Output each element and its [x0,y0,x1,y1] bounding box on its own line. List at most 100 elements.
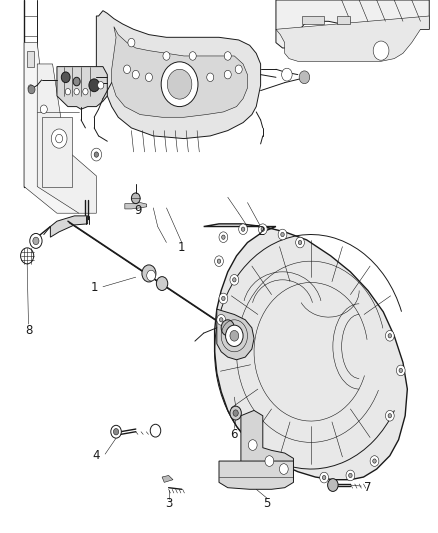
Circle shape [399,368,403,373]
Polygon shape [96,11,261,139]
Polygon shape [24,43,79,213]
Circle shape [239,224,247,235]
Polygon shape [217,309,254,360]
Circle shape [156,277,168,290]
Polygon shape [50,216,88,237]
Circle shape [111,425,121,438]
Circle shape [219,293,228,304]
Polygon shape [112,27,247,117]
Circle shape [222,235,225,239]
Circle shape [150,424,161,437]
Circle shape [346,470,355,481]
Circle shape [131,193,140,204]
Circle shape [147,270,155,281]
Polygon shape [219,461,293,489]
Circle shape [233,410,238,416]
Circle shape [163,52,170,60]
Polygon shape [125,203,147,209]
Circle shape [132,70,139,79]
Polygon shape [204,224,407,480]
Circle shape [217,314,226,325]
Circle shape [94,152,99,157]
Text: 7: 7 [364,481,372,494]
Polygon shape [57,67,107,109]
Circle shape [221,320,234,336]
Circle shape [299,71,310,84]
Circle shape [28,85,33,91]
Circle shape [281,232,284,237]
Circle shape [279,464,288,474]
Circle shape [128,38,135,47]
Circle shape [145,73,152,82]
Circle shape [30,233,42,248]
Text: 2: 2 [257,225,265,238]
Circle shape [56,134,63,143]
Circle shape [278,229,287,240]
Circle shape [224,70,231,79]
Circle shape [230,274,239,285]
Circle shape [161,62,198,107]
Circle shape [233,278,236,282]
Circle shape [320,472,328,483]
Circle shape [65,88,71,95]
Circle shape [373,41,389,60]
Circle shape [241,227,245,231]
Circle shape [124,65,131,74]
Circle shape [388,334,392,338]
Circle shape [83,88,88,95]
Text: 6: 6 [230,428,238,441]
Circle shape [226,325,243,346]
Circle shape [98,82,104,89]
Circle shape [370,456,379,466]
Circle shape [167,69,192,99]
Circle shape [282,68,292,81]
Text: 1: 1 [178,241,186,254]
Polygon shape [276,16,429,61]
Circle shape [328,479,338,491]
Polygon shape [276,0,429,48]
Text: 8: 8 [25,324,32,337]
Circle shape [388,414,392,418]
Circle shape [235,65,242,74]
Circle shape [73,77,80,86]
Polygon shape [37,64,96,213]
Circle shape [385,330,394,341]
Polygon shape [241,410,293,480]
Bar [42,117,72,187]
Circle shape [28,85,35,94]
Circle shape [207,73,214,82]
Circle shape [91,148,102,161]
Circle shape [396,365,405,376]
Text: 4: 4 [92,449,100,462]
Circle shape [261,227,265,231]
Circle shape [230,330,239,341]
Polygon shape [302,16,324,24]
Circle shape [298,240,302,245]
Circle shape [89,79,99,92]
Circle shape [189,52,196,60]
Text: 3: 3 [165,497,172,510]
Circle shape [219,318,223,322]
Circle shape [219,232,228,243]
Circle shape [224,52,231,60]
Bar [27,51,34,67]
Circle shape [349,473,352,478]
Circle shape [222,296,225,301]
Circle shape [215,256,223,266]
Polygon shape [162,475,173,482]
Circle shape [258,224,267,235]
Circle shape [373,459,376,463]
Circle shape [61,72,70,83]
Circle shape [51,129,67,148]
Circle shape [33,237,39,245]
Circle shape [217,259,221,263]
Circle shape [248,440,257,450]
Text: 1: 1 [90,281,98,294]
Circle shape [230,406,241,420]
Text: 5: 5 [264,497,271,510]
Circle shape [265,456,274,466]
Circle shape [40,105,47,114]
Circle shape [296,237,304,248]
Circle shape [142,265,156,282]
Circle shape [322,475,326,480]
